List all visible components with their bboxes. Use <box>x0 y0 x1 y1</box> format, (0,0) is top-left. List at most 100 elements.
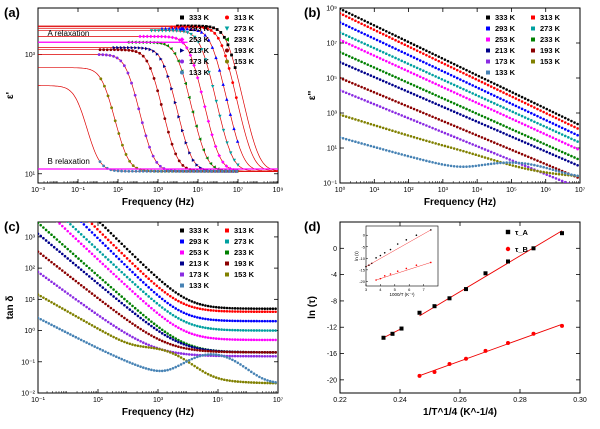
data-point <box>557 125 561 128</box>
data-point <box>166 341 169 345</box>
data-point <box>164 29 168 33</box>
data-point <box>42 254 45 258</box>
data-point <box>351 36 354 40</box>
data-point <box>48 203 51 206</box>
data-point <box>160 29 165 33</box>
data-point <box>39 317 42 321</box>
data-point <box>152 49 156 53</box>
data-point <box>44 276 48 280</box>
data-point <box>514 161 518 165</box>
data-point <box>576 133 579 137</box>
data-point <box>357 47 360 50</box>
data-point <box>191 25 195 29</box>
data-point <box>113 119 117 123</box>
data-point <box>255 354 258 358</box>
data-point <box>196 324 199 328</box>
data-point <box>391 98 394 102</box>
legend-marker <box>179 37 185 42</box>
data-point <box>576 127 579 130</box>
data-point <box>209 350 213 353</box>
data-point <box>220 328 223 331</box>
data-point <box>69 259 72 263</box>
data-point <box>144 283 148 287</box>
data-point <box>517 138 521 142</box>
inset-fit-line <box>365 229 431 267</box>
data-point <box>477 74 481 78</box>
data-point <box>360 22 363 26</box>
data-point <box>190 362 194 366</box>
data-point <box>71 234 75 238</box>
data-point <box>225 141 229 145</box>
data-point <box>250 354 253 358</box>
data-point <box>74 298 78 301</box>
data-point <box>123 297 126 301</box>
data-point <box>88 222 91 223</box>
inset-data-point <box>389 248 392 251</box>
data-point <box>517 94 521 97</box>
data-point <box>418 59 422 62</box>
data-point <box>422 88 425 91</box>
data-point <box>409 106 413 110</box>
data-point <box>106 304 110 308</box>
data-point <box>96 327 99 330</box>
data-point <box>437 162 441 165</box>
data-point <box>193 323 196 327</box>
data-point <box>156 169 160 173</box>
data-point <box>502 86 505 90</box>
data-point <box>169 367 172 371</box>
data-point <box>105 48 109 52</box>
data-point <box>548 171 552 175</box>
data-point <box>163 340 167 344</box>
data-point <box>394 99 397 103</box>
data-point <box>160 288 164 292</box>
data-point <box>372 145 376 149</box>
data-point <box>186 24 190 28</box>
data-point <box>82 339 86 343</box>
data-point <box>471 152 474 156</box>
inset-frame <box>365 225 439 287</box>
data-point <box>471 84 474 87</box>
data-point <box>354 14 357 18</box>
data-point <box>193 306 196 309</box>
data-point <box>391 83 394 87</box>
data-point <box>560 150 564 154</box>
data-point <box>147 295 150 298</box>
data-point <box>250 319 253 323</box>
data-point <box>231 81 235 85</box>
data-point <box>434 82 437 86</box>
data-point <box>363 71 366 75</box>
data-point <box>158 295 161 299</box>
data-point <box>471 92 474 95</box>
data-point <box>187 358 191 362</box>
data-point <box>341 13 345 17</box>
legend-entry: 213 K <box>189 259 210 268</box>
data-point <box>492 127 496 131</box>
data-point <box>235 139 240 143</box>
data-point <box>177 351 180 355</box>
data-point <box>55 238 59 241</box>
data-point <box>239 328 242 332</box>
data-point <box>223 337 226 341</box>
data-point <box>42 226 45 229</box>
data-point <box>125 257 129 260</box>
data-point <box>136 275 140 279</box>
data-point <box>351 17 354 21</box>
data-point <box>354 28 357 32</box>
data-point <box>360 31 363 34</box>
data-point <box>117 299 121 303</box>
data-point <box>499 112 502 115</box>
data-point <box>79 301 83 305</box>
data-point <box>63 254 67 258</box>
data-point <box>437 83 441 87</box>
data-point <box>225 328 229 332</box>
data-point <box>526 142 530 146</box>
data-point <box>415 74 419 77</box>
data-point <box>231 338 234 341</box>
x-tick-label: 10⁷ <box>273 397 284 404</box>
data-point <box>563 180 567 183</box>
data-point <box>397 77 400 80</box>
data-point <box>551 122 555 125</box>
data-point <box>514 104 518 108</box>
data-point <box>139 327 142 331</box>
data-point <box>193 315 196 318</box>
